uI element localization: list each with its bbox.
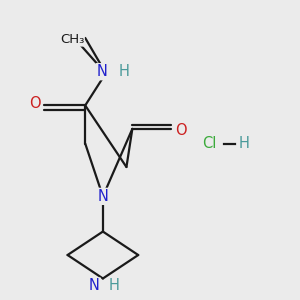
Text: N: N <box>98 189 108 204</box>
Text: Cl: Cl <box>202 136 216 151</box>
Text: CH₃: CH₃ <box>60 33 84 46</box>
Text: O: O <box>175 123 187 138</box>
Text: H: H <box>119 64 130 79</box>
Text: N: N <box>96 64 107 79</box>
Text: N: N <box>89 278 100 293</box>
Text: O: O <box>29 97 41 112</box>
Text: H: H <box>109 278 120 293</box>
Text: H: H <box>239 136 250 151</box>
